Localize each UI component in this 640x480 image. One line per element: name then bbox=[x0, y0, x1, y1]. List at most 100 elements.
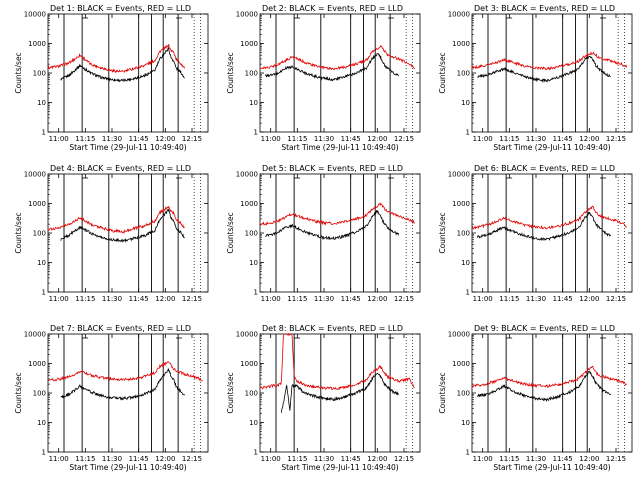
events-trace bbox=[477, 370, 611, 403]
x-tick-label: 12:00 bbox=[367, 295, 387, 303]
panel-det-3: Det 3: BLACK = Events, RED = LLD 1 10 100 10… bbox=[438, 4, 633, 152]
panel-det-6: Det 6: BLACK = Events, RED = LLD 1 10 100 10… bbox=[438, 164, 633, 303]
y-axis-label: Counts/sec bbox=[226, 212, 235, 253]
x-tick-label: 11:45 bbox=[129, 295, 149, 303]
x-tick-label: 11:15 bbox=[499, 455, 519, 463]
x-tick-label: 12:15 bbox=[394, 455, 414, 463]
x-tick-label: 11:15 bbox=[287, 135, 307, 143]
x-tick-label: 12:00 bbox=[155, 135, 175, 143]
x-tick-label: 11:45 bbox=[129, 135, 149, 143]
y-tick-label: 100 bbox=[457, 230, 470, 238]
y-tick-label: 10000 bbox=[236, 171, 258, 179]
x-tick-label: 11:45 bbox=[553, 135, 573, 143]
events-trace bbox=[60, 208, 185, 243]
panel-title: Det 2: BLACK = Events, RED = LLD bbox=[262, 4, 403, 13]
y-tick-label: 10 bbox=[249, 99, 258, 107]
x-tick-label: 12:00 bbox=[367, 135, 387, 143]
x-axis-label: Start Time (29-Jul-11 10:49:40) bbox=[69, 143, 186, 152]
events-trace bbox=[60, 47, 185, 83]
y-tick-label: 10000 bbox=[24, 331, 46, 339]
y-tick-label: 1 bbox=[254, 129, 258, 137]
lld-trace bbox=[47, 205, 185, 234]
x-tick-label: 11:00 bbox=[49, 455, 69, 463]
y-tick-label: 10 bbox=[37, 99, 46, 107]
y-axis-label: Counts/sec bbox=[438, 212, 447, 253]
y-tick-label: 100 bbox=[457, 70, 470, 78]
lld-trace bbox=[471, 51, 628, 71]
x-tick-label: 11:30 bbox=[102, 455, 122, 463]
y-tick-label: 10 bbox=[37, 419, 46, 427]
lld-trace bbox=[259, 44, 415, 71]
x-tick-label: 12:00 bbox=[579, 295, 599, 303]
panel-title: Det 3: BLACK = Events, RED = LLD bbox=[474, 4, 615, 13]
x-axis-label: Start Time (29-Jul-11 10:49:40) bbox=[281, 463, 398, 472]
x-tick-label: 11:00 bbox=[261, 455, 281, 463]
x-tick-label: 12:00 bbox=[367, 455, 387, 463]
x-tick-label: 11:30 bbox=[102, 135, 122, 143]
x-tick-label: 11:00 bbox=[473, 295, 493, 303]
panel-title: Det 5: BLACK = Events, RED = LLD bbox=[262, 164, 403, 173]
x-tick-label: 11:15 bbox=[287, 455, 307, 463]
panel-det-2: Det 2: BLACK = Events, RED = LLD 1 10 100 10… bbox=[226, 4, 421, 152]
panel-title: Det 8: BLACK = Events, RED = LLD bbox=[262, 324, 403, 333]
y-tick-label: 1000 bbox=[240, 200, 258, 208]
y-tick-label: 100 bbox=[33, 70, 46, 78]
x-tick-label: 11:15 bbox=[499, 295, 519, 303]
y-tick-label: 1 bbox=[42, 129, 46, 137]
y-tick-label: 10000 bbox=[448, 331, 470, 339]
y-tick-label: 10 bbox=[461, 99, 470, 107]
x-tick-label: 12:15 bbox=[606, 135, 626, 143]
y-axis-label: Counts/sec bbox=[226, 52, 235, 93]
x-tick-label: 12:15 bbox=[394, 295, 414, 303]
y-tick-label: 10000 bbox=[448, 171, 470, 179]
y-tick-label: 1 bbox=[254, 449, 258, 457]
y-tick-label: 1000 bbox=[452, 200, 470, 208]
lld-trace bbox=[471, 205, 627, 230]
lld-trace bbox=[259, 202, 416, 226]
y-tick-label: 1 bbox=[466, 129, 470, 137]
x-tick-label: 11:45 bbox=[553, 455, 573, 463]
y-tick-label: 100 bbox=[33, 230, 46, 238]
x-tick-label: 11:45 bbox=[129, 455, 149, 463]
events-trace bbox=[476, 211, 612, 242]
events-trace bbox=[477, 55, 611, 84]
y-axis-label: Counts/sec bbox=[438, 372, 447, 413]
panel-det-7: Det 7: BLACK = Events, RED = LLD 1 10 100 10… bbox=[14, 324, 209, 472]
y-tick-label: 10 bbox=[249, 259, 258, 267]
y-axis-label: Counts/sec bbox=[14, 52, 23, 93]
x-tick-label: 11:00 bbox=[261, 295, 281, 303]
x-tick-label: 11:45 bbox=[341, 295, 361, 303]
x-tick-label: 12:15 bbox=[606, 295, 626, 303]
y-tick-label: 100 bbox=[245, 390, 258, 398]
lld-trace bbox=[47, 361, 203, 382]
y-axis-label: Counts/sec bbox=[438, 52, 447, 93]
lld-trace bbox=[471, 365, 627, 389]
x-tick-label: 12:15 bbox=[182, 135, 202, 143]
y-tick-label: 1 bbox=[42, 289, 46, 297]
y-tick-label: 10 bbox=[461, 259, 470, 267]
y-tick-label: 1000 bbox=[28, 40, 46, 48]
x-tick-label: 11:00 bbox=[473, 135, 493, 143]
x-tick-label: 12:15 bbox=[606, 455, 626, 463]
y-tick-label: 100 bbox=[457, 390, 470, 398]
x-axis-label: Start Time (29-Jul-11 10:49:40) bbox=[69, 463, 186, 472]
y-tick-label: 10000 bbox=[24, 171, 46, 179]
y-tick-label: 1000 bbox=[28, 200, 46, 208]
y-axis-label: Counts/sec bbox=[226, 372, 235, 413]
x-tick-label: 11:15 bbox=[499, 135, 519, 143]
y-axis-label: Counts/sec bbox=[14, 212, 23, 253]
x-tick-label: 11:30 bbox=[314, 455, 334, 463]
x-tick-label: 11:45 bbox=[553, 295, 573, 303]
x-tick-label: 11:00 bbox=[49, 135, 69, 143]
y-tick-label: 1000 bbox=[240, 40, 258, 48]
x-tick-label: 11:15 bbox=[75, 135, 95, 143]
x-tick-label: 11:45 bbox=[341, 135, 361, 143]
panel-det-8: Det 8: BLACK = Events, RED = LLD 1 10 100 10… bbox=[226, 324, 421, 472]
y-axis-label: Counts/sec bbox=[14, 372, 23, 413]
y-tick-label: 1 bbox=[42, 449, 46, 457]
panel-title: Det 4: BLACK = Events, RED = LLD bbox=[50, 164, 191, 173]
events-trace bbox=[280, 372, 399, 413]
x-tick-label: 11:15 bbox=[75, 295, 95, 303]
x-tick-label: 11:00 bbox=[49, 295, 69, 303]
y-tick-label: 10 bbox=[249, 419, 258, 427]
